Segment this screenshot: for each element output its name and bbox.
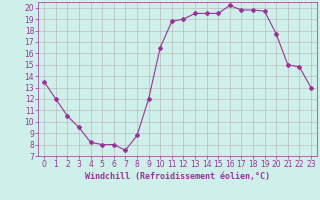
X-axis label: Windchill (Refroidissement éolien,°C): Windchill (Refroidissement éolien,°C): [85, 172, 270, 181]
